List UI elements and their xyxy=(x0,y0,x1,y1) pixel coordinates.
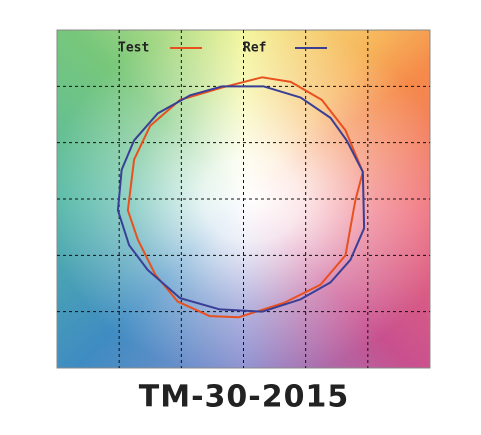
series-line xyxy=(116,85,366,313)
legend-label: Test xyxy=(118,41,149,56)
legend-label: Ref xyxy=(243,41,266,56)
chart-title: TM-30-2015 xyxy=(139,380,349,415)
series-line xyxy=(126,76,364,319)
